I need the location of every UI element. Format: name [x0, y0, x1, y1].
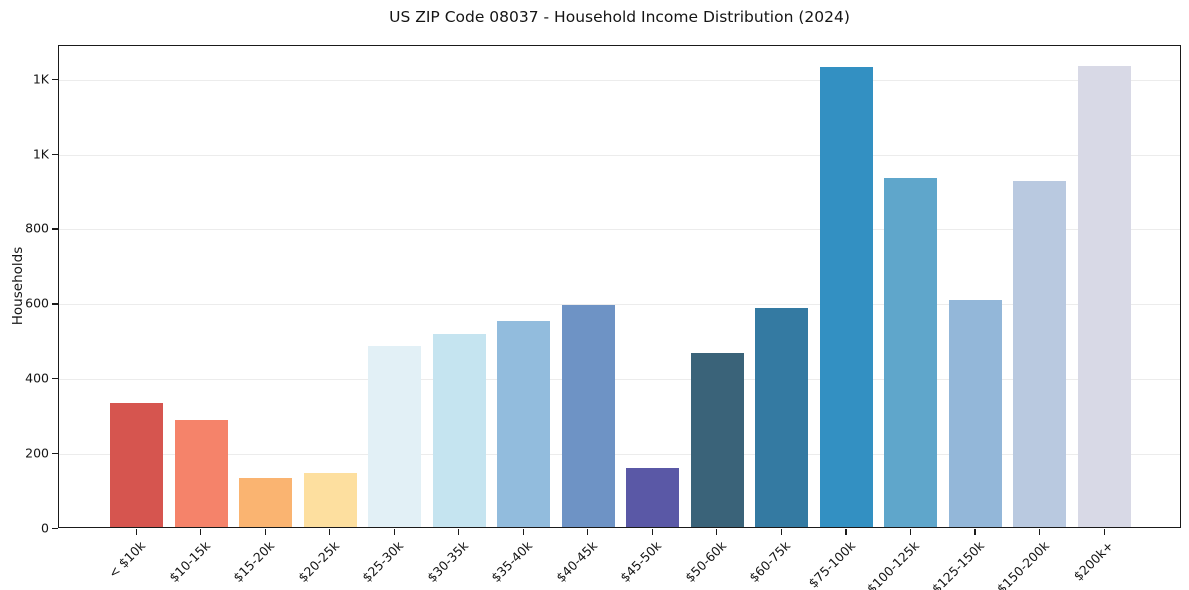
y-tick-mark — [52, 453, 58, 455]
x-tick-mark — [264, 529, 266, 535]
x-tick-mark — [393, 529, 395, 535]
bar-< $10k — [110, 403, 163, 527]
y-tick-label: 400 — [25, 370, 49, 386]
x-tick-mark — [1038, 529, 1041, 535]
y-tick-mark — [52, 78, 58, 80]
gridline — [59, 229, 1180, 231]
bar-$40-45k — [561, 304, 615, 527]
x-tick-label: $200k+ — [1070, 538, 1117, 584]
x-tick-label: $30-35k — [423, 538, 471, 586]
y-tick-mark — [52, 228, 58, 230]
y-tick-label: 1K — [32, 71, 49, 87]
x-tick-mark — [329, 529, 331, 535]
x-tick-label: $45-50k — [617, 538, 665, 586]
x-tick-label: < $10k — [105, 538, 149, 581]
x-tick-label: $15-20k — [230, 538, 278, 586]
bar-$15-20k — [239, 478, 293, 527]
x-tick-label: $40-45k — [552, 538, 600, 586]
x-tick-label: $100-125k — [864, 538, 923, 590]
bar-$10-15k — [174, 419, 228, 527]
bar-$100-125k — [884, 177, 938, 527]
y-axis-label: Households — [10, 246, 26, 326]
x-tick-label: $10-15k — [165, 538, 213, 586]
x-tick-mark — [780, 529, 783, 535]
x-tick-label: $50-60k — [681, 538, 729, 586]
x-tick-mark — [651, 529, 653, 535]
y-tick-label: 0 — [41, 520, 49, 536]
bar-$45-50k — [626, 468, 680, 527]
x-tick-mark — [458, 529, 460, 535]
bar-$125-150k — [948, 300, 1002, 527]
gridline — [59, 79, 1180, 81]
x-tick-mark — [909, 529, 912, 535]
x-tick-label: $125-150k — [928, 538, 988, 590]
bar-$20-25k — [303, 473, 357, 527]
bar-$35-40k — [497, 321, 551, 527]
x-tick-label: $20-25k — [294, 538, 342, 586]
x-tick-mark — [974, 529, 976, 535]
y-tick-label: 200 — [25, 445, 49, 461]
y-tick-mark — [52, 303, 58, 305]
x-tick-mark — [1103, 529, 1105, 535]
gridline — [59, 154, 1180, 156]
x-tick-label: $60-75k — [746, 538, 794, 586]
y-tick-label: 1K — [32, 146, 49, 162]
y-tick-mark — [52, 528, 58, 530]
y-tick-label: 600 — [25, 295, 49, 311]
gridline — [59, 379, 1180, 381]
x-tick-mark — [135, 529, 137, 535]
gridline — [59, 304, 1180, 306]
gridline — [59, 454, 1180, 456]
bar-$50-60k — [690, 352, 744, 527]
chart-title: US ZIP Code 08037 - Household Income Dis… — [389, 8, 850, 26]
x-tick-label: $25-30k — [359, 538, 407, 586]
y-tick-mark — [52, 378, 58, 380]
plot-area — [58, 45, 1181, 528]
x-tick-label: $150-200k — [993, 538, 1052, 590]
bar-$75-100k — [819, 67, 873, 527]
x-tick-mark — [587, 529, 589, 535]
bar-$25-30k — [368, 345, 422, 527]
x-tick-mark — [200, 529, 202, 535]
y-tick-mark — [52, 153, 58, 155]
bar-$150-200k — [1013, 181, 1067, 527]
x-tick-mark — [845, 529, 847, 535]
bar-$200k+ — [1078, 66, 1131, 527]
x-tick-mark — [522, 529, 524, 535]
x-tick-label: $35-40k — [488, 538, 536, 586]
bar-$30-35k — [432, 333, 486, 527]
x-tick-mark — [716, 529, 718, 535]
y-tick-label: 800 — [25, 220, 49, 236]
bar-$60-75k — [755, 307, 809, 527]
x-tick-label: $75-100k — [805, 538, 858, 590]
